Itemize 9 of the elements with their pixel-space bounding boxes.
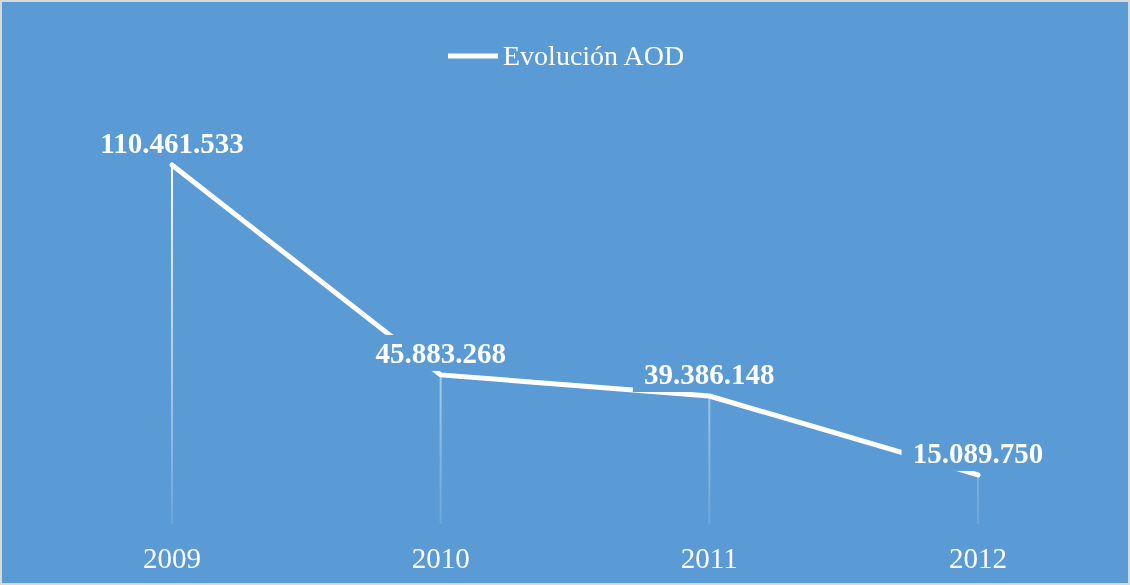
x-tick-label: 2009: [143, 542, 201, 574]
data-label: 110.461.533: [100, 127, 244, 159]
data-label: 39.386.148: [644, 358, 775, 390]
x-tick-label: 2010: [411, 542, 470, 574]
legend-label: Evolución AOD: [503, 40, 685, 71]
x-tick-label: 2011: [680, 542, 738, 574]
x-tick-label: 2012: [949, 542, 1007, 574]
data-label: 45.883.268: [375, 336, 506, 369]
data-label: 15.089.750: [912, 436, 1044, 469]
